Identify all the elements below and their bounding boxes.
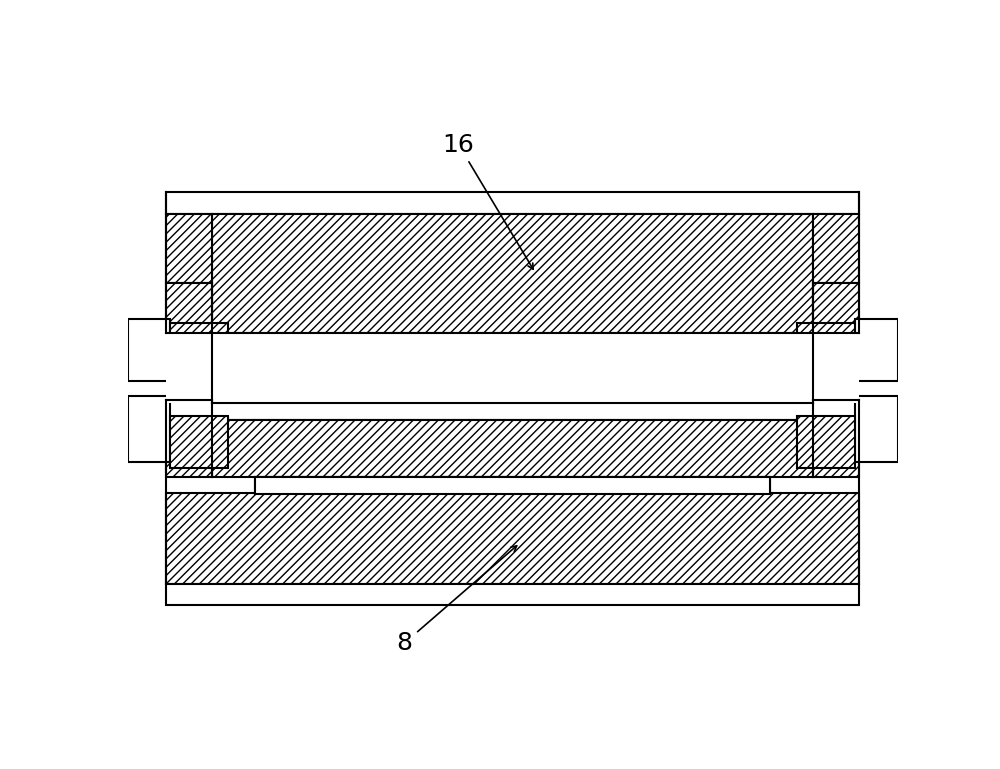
Bar [255, 478, 770, 494]
Bar [166, 214, 212, 283]
Bar [813, 420, 859, 478]
Text: 8: 8 [397, 546, 517, 655]
Bar [813, 333, 859, 403]
Bar [797, 416, 855, 468]
Bar [166, 333, 212, 403]
Bar [166, 401, 859, 420]
Bar [855, 397, 898, 462]
Bar [166, 283, 212, 333]
Text: 16: 16 [443, 132, 533, 269]
Bar [212, 420, 813, 478]
Bar [212, 333, 813, 403]
Bar [170, 416, 228, 468]
Bar [212, 214, 813, 333]
Bar [166, 493, 859, 584]
Bar [166, 192, 859, 214]
Bar [128, 319, 170, 381]
Bar [166, 584, 859, 605]
Bar [797, 323, 855, 375]
Bar [855, 319, 898, 381]
Bar [813, 283, 859, 333]
Bar [813, 214, 859, 283]
Bar [170, 323, 228, 375]
Bar [128, 397, 170, 462]
Bar [166, 420, 212, 478]
Bar [255, 478, 770, 493]
